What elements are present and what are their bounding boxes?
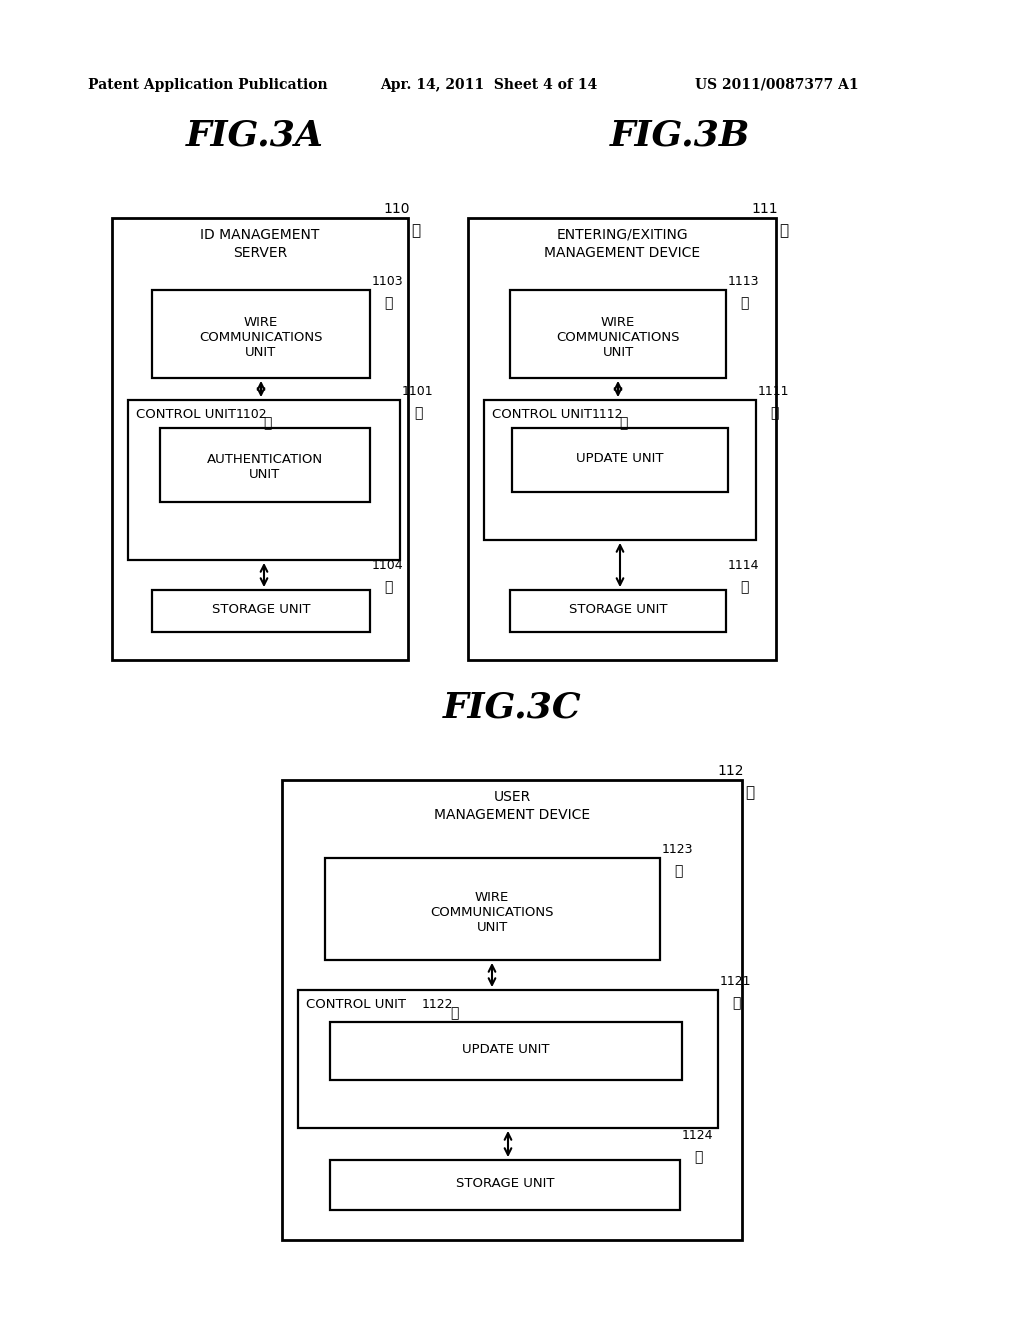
- Text: STORAGE UNIT: STORAGE UNIT: [456, 1177, 554, 1191]
- Text: USER: USER: [494, 789, 530, 804]
- Text: ENTERING/EXITING: ENTERING/EXITING: [556, 228, 688, 242]
- Text: ⤷: ⤷: [740, 579, 749, 594]
- Bar: [112, 218, 408, 660]
- Text: ⤷: ⤷: [411, 223, 420, 238]
- Text: 1112: 1112: [592, 408, 624, 421]
- Bar: [298, 990, 718, 1129]
- Text: CONTROL UNIT: CONTROL UNIT: [492, 408, 592, 421]
- Text: WIRE
COMMUNICATIONS
UNIT: WIRE COMMUNICATIONS UNIT: [556, 315, 680, 359]
- Bar: [128, 400, 400, 560]
- Text: 110: 110: [384, 202, 410, 216]
- Text: 1101: 1101: [402, 385, 433, 399]
- Text: ⤷: ⤷: [770, 407, 778, 420]
- Text: MANAGEMENT DEVICE: MANAGEMENT DEVICE: [434, 808, 590, 822]
- Text: WIRE
COMMUNICATIONS
UNIT: WIRE COMMUNICATIONS UNIT: [430, 891, 554, 935]
- Bar: [152, 290, 370, 378]
- Text: FIG.3B: FIG.3B: [610, 117, 751, 152]
- Text: FIG.3A: FIG.3A: [186, 117, 324, 152]
- Text: 1113: 1113: [728, 275, 760, 288]
- Text: ⤷: ⤷: [674, 865, 682, 878]
- Bar: [512, 428, 728, 492]
- Text: ⤷: ⤷: [745, 785, 754, 800]
- Text: SERVER: SERVER: [232, 246, 287, 260]
- Text: 1114: 1114: [728, 558, 760, 572]
- Text: ⤷: ⤷: [694, 1150, 702, 1164]
- Text: WIRE
COMMUNICATIONS
UNIT: WIRE COMMUNICATIONS UNIT: [200, 315, 323, 359]
- Text: 1103: 1103: [372, 275, 403, 288]
- Bar: [325, 858, 660, 960]
- Text: ⤷: ⤷: [740, 296, 749, 310]
- Bar: [152, 590, 370, 632]
- Text: STORAGE UNIT: STORAGE UNIT: [568, 603, 668, 616]
- Text: Patent Application Publication: Patent Application Publication: [88, 78, 328, 92]
- Text: 1111: 1111: [758, 385, 790, 399]
- Text: 1124: 1124: [682, 1129, 714, 1142]
- Text: ⤷: ⤷: [384, 579, 392, 594]
- Text: STORAGE UNIT: STORAGE UNIT: [212, 603, 310, 616]
- Text: ⤷: ⤷: [732, 997, 740, 1010]
- Text: ⤷: ⤷: [384, 296, 392, 310]
- Bar: [510, 290, 726, 378]
- Text: ⤷: ⤷: [414, 407, 422, 420]
- Bar: [330, 1022, 682, 1080]
- Text: ⤷: ⤷: [779, 223, 788, 238]
- Text: ⤷: ⤷: [450, 1006, 459, 1020]
- Bar: [282, 780, 742, 1239]
- Text: AUTHENTICATION
UNIT: AUTHENTICATION UNIT: [207, 453, 323, 480]
- Text: Apr. 14, 2011  Sheet 4 of 14: Apr. 14, 2011 Sheet 4 of 14: [380, 78, 597, 92]
- Text: 1122: 1122: [422, 998, 454, 1011]
- Text: 112: 112: [718, 764, 744, 777]
- Bar: [510, 590, 726, 632]
- Bar: [484, 400, 756, 540]
- Text: ID MANAGEMENT: ID MANAGEMENT: [201, 228, 319, 242]
- Text: UPDATE UNIT: UPDATE UNIT: [462, 1043, 550, 1056]
- Text: ⤷: ⤷: [618, 416, 628, 430]
- Text: FIG.3C: FIG.3C: [442, 690, 582, 723]
- Text: ⤷: ⤷: [263, 416, 271, 430]
- Text: CONTROL UNIT: CONTROL UNIT: [306, 998, 406, 1011]
- Text: UPDATE UNIT: UPDATE UNIT: [577, 451, 664, 465]
- Text: 1123: 1123: [662, 843, 693, 855]
- Text: US 2011/0087377 A1: US 2011/0087377 A1: [695, 78, 859, 92]
- Text: 1121: 1121: [720, 975, 752, 987]
- Text: 1102: 1102: [236, 408, 267, 421]
- Text: CONTROL UNIT: CONTROL UNIT: [136, 408, 236, 421]
- Bar: [468, 218, 776, 660]
- Text: 1104: 1104: [372, 558, 403, 572]
- Text: MANAGEMENT DEVICE: MANAGEMENT DEVICE: [544, 246, 700, 260]
- Bar: [160, 428, 370, 502]
- Text: 111: 111: [752, 202, 778, 216]
- Bar: [330, 1160, 680, 1210]
